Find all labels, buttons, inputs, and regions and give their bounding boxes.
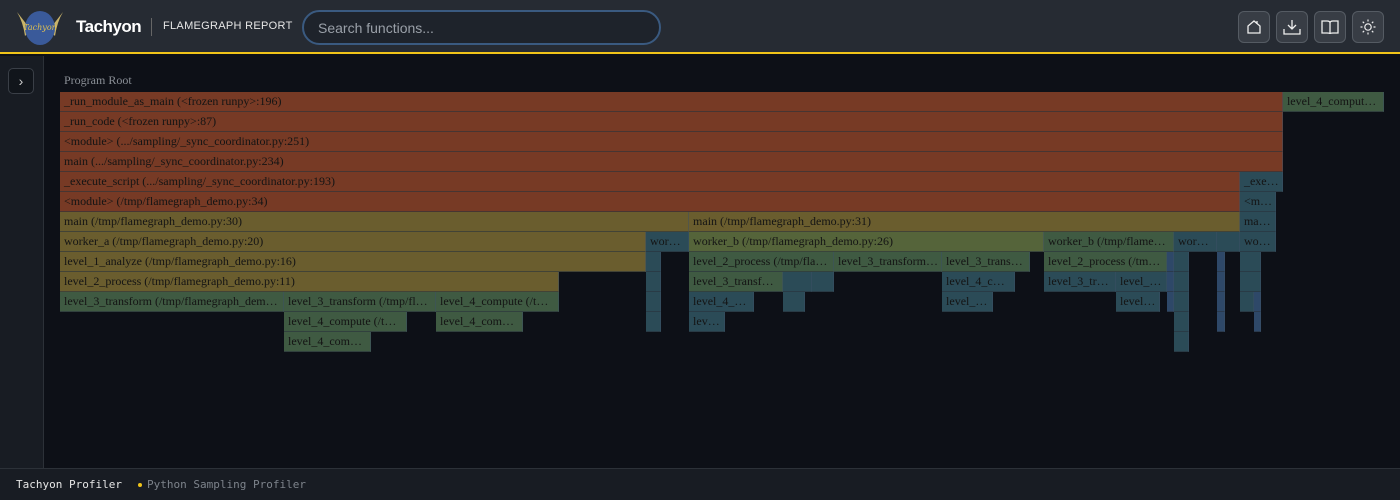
flame-frame[interactable]: level_3_trans… bbox=[942, 252, 1030, 272]
flame-frame[interactable]: <module> (/tmp/flamegraph_demo.py:34) bbox=[60, 192, 1240, 212]
flame-frame[interactable] bbox=[1217, 232, 1240, 252]
flame-frame[interactable] bbox=[1239, 292, 1254, 312]
flame-frame[interactable] bbox=[1174, 312, 1189, 332]
flame-frame[interactable] bbox=[646, 312, 661, 332]
flame-frame[interactable]: level… bbox=[1116, 292, 1160, 312]
flame-frame[interactable]: wo… bbox=[1239, 232, 1276, 252]
flame-frame[interactable]: level_3_transform (/tmp/fl… bbox=[284, 292, 436, 312]
chevron-right-icon: › bbox=[18, 73, 24, 89]
flame-frame[interactable]: ma… bbox=[1239, 212, 1276, 232]
flame-frame[interactable] bbox=[1166, 292, 1174, 312]
flame-frame[interactable]: level_… bbox=[942, 292, 994, 312]
status-dot-icon bbox=[138, 483, 142, 487]
flame-frame[interactable]: level_4_c… bbox=[942, 272, 1015, 292]
flame-frame[interactable]: _execute_script (.../sampling/_sync_coor… bbox=[60, 172, 1240, 192]
flame-frame[interactable] bbox=[1217, 252, 1225, 272]
flame-frame[interactable]: worker_a (/tmp/flamegraph_demo.py:20) bbox=[60, 232, 646, 252]
flame-frame[interactable] bbox=[1239, 252, 1261, 272]
flame-frame[interactable] bbox=[646, 252, 661, 272]
flame-frame[interactable] bbox=[812, 272, 834, 292]
sidebar-toggle-button[interactable]: › bbox=[8, 68, 34, 94]
flame-frame[interactable]: level_… bbox=[1116, 272, 1167, 292]
flame-frame[interactable]: level_4_compute (/t… bbox=[436, 292, 559, 312]
flame-frame[interactable]: level_4_comput… bbox=[1282, 92, 1384, 112]
flame-frame[interactable]: level_3_transf… bbox=[689, 272, 784, 292]
flame-frame[interactable]: _run_module_as_main (<frozen runpy>:196) bbox=[60, 92, 1283, 112]
flame-frame[interactable] bbox=[1239, 272, 1261, 292]
flame-frame[interactable]: level_4_… bbox=[689, 292, 755, 312]
flame-frame[interactable] bbox=[783, 292, 805, 312]
program-root-label: Program Root bbox=[64, 73, 132, 87]
flame-frame[interactable] bbox=[1174, 292, 1189, 312]
flame-frame[interactable] bbox=[783, 272, 813, 292]
svg-text:Tachyon: Tachyon bbox=[23, 23, 57, 32]
flame-frame[interactable]: worker_b (/tmp/flamegraph_demo.py:26) bbox=[689, 232, 1044, 252]
flame-frame[interactable]: level_3_transform… bbox=[834, 252, 943, 272]
flame-frame[interactable]: main (/tmp/flamegraph_demo.py:30) bbox=[60, 212, 690, 232]
footer-brand: Tachyon Profiler bbox=[16, 478, 122, 491]
flame-frame[interactable]: level_2_process (/tm… bbox=[1043, 252, 1167, 272]
flame-frame[interactable]: level_2_process (/tmp/flamegraph_demo.py… bbox=[60, 272, 559, 292]
flame-frame[interactable]: level_1_analyze (/tmp/flamegraph_demo.py… bbox=[60, 252, 646, 272]
divider bbox=[151, 18, 152, 36]
flame-frame[interactable] bbox=[1166, 272, 1174, 292]
report-title: FLAMEGRAPH REPORT bbox=[163, 20, 293, 32]
flame-frame[interactable]: <module> (.../sampling/_sync_coordinator… bbox=[60, 132, 1283, 152]
flame-frame[interactable] bbox=[646, 272, 661, 292]
flame-frame[interactable] bbox=[1217, 312, 1225, 332]
tachyon-logo: Tachyon bbox=[15, 6, 65, 48]
flame-frame[interactable] bbox=[1174, 272, 1189, 292]
flame-frame[interactable] bbox=[1217, 292, 1225, 312]
flame-frame[interactable]: wor… bbox=[1174, 232, 1218, 252]
theme-toggle-button[interactable] bbox=[1352, 11, 1384, 43]
flame-frame[interactable]: wor… bbox=[646, 232, 690, 252]
flame-frame[interactable]: worker_b (/tmp/flame… bbox=[1043, 232, 1174, 252]
app-title: Tachyon bbox=[76, 17, 142, 36]
footer-subtitle: Python Sampling Profiler bbox=[147, 478, 306, 491]
footer: Tachyon Profiler Python Sampling Profile… bbox=[0, 468, 1400, 500]
sun-icon bbox=[1360, 19, 1376, 35]
search-input[interactable] bbox=[302, 10, 661, 45]
flame-frame[interactable] bbox=[1174, 252, 1189, 272]
top-bar: Tachyon Tachyon FLAMEGRAPH REPORT bbox=[0, 0, 1400, 54]
flame-frame[interactable]: level_4_compute (/t… bbox=[284, 312, 407, 332]
flame-frame[interactable]: level_4_com… bbox=[436, 312, 523, 332]
flame-frame[interactable]: lev… bbox=[689, 312, 726, 332]
flame-frame[interactable]: level_4_com… bbox=[284, 332, 371, 352]
flame-frame[interactable]: level_3_transform (/tmp/flamegraph_dem… bbox=[60, 292, 285, 312]
flame-frame[interactable] bbox=[1166, 252, 1174, 272]
flame-frame[interactable]: main (/tmp/flamegraph_demo.py:31) bbox=[689, 212, 1240, 232]
flamegraph[interactable]: _run_module_as_main (<frozen runpy>:196)… bbox=[60, 92, 1384, 372]
download-icon bbox=[1283, 20, 1301, 35]
flame-frame[interactable]: level_3_tr… bbox=[1043, 272, 1116, 292]
flame-frame[interactable] bbox=[1253, 292, 1261, 312]
book-icon bbox=[1321, 20, 1339, 35]
flame-frame[interactable] bbox=[1253, 312, 1261, 332]
flame-frame[interactable] bbox=[1217, 272, 1225, 292]
flame-frame[interactable] bbox=[646, 292, 661, 312]
flame-frame[interactable]: <m… bbox=[1239, 192, 1276, 212]
flame-frame[interactable] bbox=[1174, 332, 1189, 352]
flame-frame[interactable]: level_2_process (/tmp/fla… bbox=[689, 252, 834, 272]
download-button[interactable] bbox=[1276, 11, 1308, 43]
sidebar: › bbox=[0, 56, 44, 468]
docs-button[interactable] bbox=[1314, 11, 1346, 43]
home-button[interactable] bbox=[1238, 11, 1270, 43]
flame-frame[interactable]: _run_code (<frozen runpy>:87) bbox=[60, 112, 1283, 132]
flame-frame[interactable]: main (.../sampling/_sync_coordinator.py:… bbox=[60, 152, 1283, 172]
home-icon bbox=[1247, 20, 1261, 34]
flame-frame[interactable]: _exe… bbox=[1239, 172, 1283, 192]
